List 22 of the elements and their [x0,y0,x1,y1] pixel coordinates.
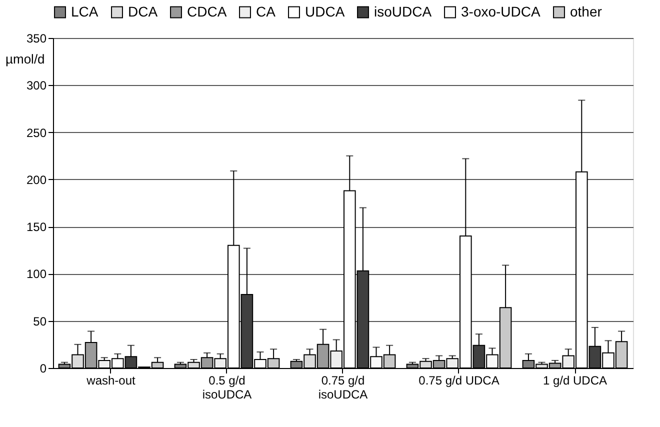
legend-label: CDCA [187,3,228,20]
legend-label: other [570,3,602,20]
y-tick-label: 0 [40,362,47,376]
x-tick-label: 0.5 g/d isoUDCA [202,374,252,402]
x-tick-label: 1 g/d UDCA [542,374,608,388]
x-tick-label: 0.75 g/d isoUDCA [318,374,368,402]
legend-label: isoUDCA [374,3,432,20]
legend-label: 3-oxo-UDCA [461,3,542,20]
x-tick-label: wash-out [86,374,136,388]
legend-label: DCA [128,3,158,20]
y-tick-label: 100 [26,267,47,282]
x-tick-label: 0.75 g/d UDCA [418,374,500,388]
y-tick-label: 150 [26,220,47,234]
legend-label: CA [256,3,276,20]
y-tick-label: 200 [26,172,47,187]
y-tick-label: 350 [26,32,47,46]
y-tick-label: 300 [26,78,47,93]
y-axis-title: µmol/d [6,52,45,66]
legend-label: UDCA [305,3,346,20]
y-tick-label: 50 [33,314,47,328]
y-tick-label: 250 [26,126,47,140]
legend-label: LCA [71,3,99,20]
